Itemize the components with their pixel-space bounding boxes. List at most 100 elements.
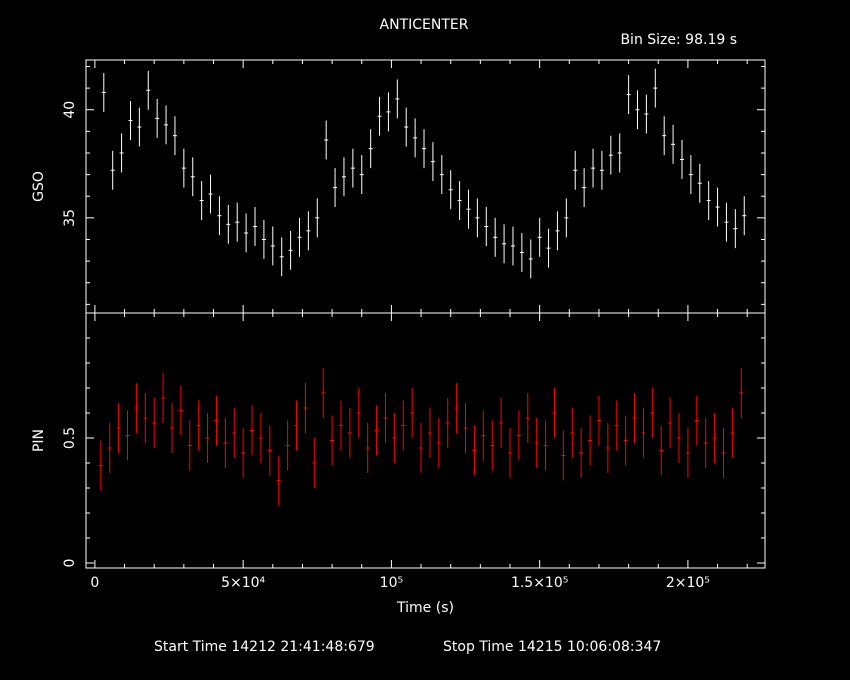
pin-data-point (276, 455, 281, 506)
gso-data-point (502, 224, 507, 264)
pin-data-point (312, 438, 317, 488)
pin-data-point (294, 400, 299, 451)
pin-data-point (641, 408, 646, 458)
pin-data-point (303, 383, 308, 433)
pin-data-point (436, 418, 441, 468)
gso-data-point (546, 228, 551, 268)
pin-data-point (694, 395, 699, 446)
pin-data-point (570, 408, 575, 458)
pin-data-point (490, 420, 495, 471)
gso-data-point (706, 181, 711, 221)
pin-data-point (161, 373, 166, 423)
gso-data-point (671, 124, 676, 164)
pin-data-point (454, 383, 459, 433)
pin-data-point (356, 388, 361, 438)
gso-ytick-label: 40 (62, 101, 78, 119)
gso-data-point (244, 213, 249, 253)
gso-data-point (457, 181, 462, 221)
pin-data-point (543, 420, 548, 471)
gso-data-point (404, 107, 409, 147)
gso-data-point (448, 170, 453, 210)
gso-data-point (324, 120, 329, 160)
pin-data-point (472, 425, 477, 476)
gso-data-point (359, 155, 364, 195)
pin-data-point (499, 398, 504, 448)
pin-data-point (588, 415, 593, 466)
pin-data-point (134, 383, 139, 433)
chart-title: ANTICENTER (380, 17, 469, 33)
gso-axes-frame (85, 59, 766, 314)
gso-data-point (110, 150, 115, 190)
gso-data-point (172, 116, 177, 156)
pin-data-point (410, 388, 415, 438)
gso-data-point (155, 98, 160, 138)
pin-ytick-label: 0.5 (62, 427, 78, 449)
gso-data-point (537, 217, 542, 257)
gso-data-point (199, 181, 204, 221)
gso-data-point (270, 226, 275, 266)
pin-data-point (330, 415, 335, 466)
gso-data-point (635, 90, 640, 130)
gso-data-point (217, 196, 222, 236)
gso-data-point (315, 198, 320, 238)
pin-data-point (739, 368, 744, 418)
gso-data-point (475, 198, 480, 238)
gso-data-point (653, 68, 658, 108)
gso-ytick-label: 35 (62, 209, 78, 227)
gso-data-point (137, 107, 142, 147)
pin-data-point (579, 428, 584, 478)
gso-data-point (493, 217, 498, 257)
pin-data-point (481, 410, 486, 461)
pin-data-point (383, 393, 388, 443)
gso-data-point (350, 148, 355, 188)
pin-data-point (508, 428, 513, 478)
x-tick-label: 5×10⁴ (221, 575, 265, 591)
pin-data-point (285, 420, 290, 471)
pin-ylabel: PIN (31, 429, 47, 452)
pin-data-point (677, 413, 682, 463)
pin-data-point (427, 408, 432, 458)
gso-data-point (617, 133, 622, 173)
pin-data-point (534, 418, 539, 468)
gso-data-point (279, 237, 284, 277)
gso-data-point (181, 148, 186, 188)
pin-data-point (258, 413, 263, 463)
gso-data-point (715, 187, 720, 227)
gso-data-point (119, 133, 124, 173)
pin-data-point (267, 425, 272, 476)
pin-data-point (125, 410, 130, 461)
pin-data-point (614, 400, 619, 451)
gso-data-point (591, 148, 596, 188)
pin-data-point (401, 400, 406, 451)
pin-data-point (561, 430, 566, 481)
gso-data-point (573, 150, 578, 190)
gso-data-point (288, 230, 293, 270)
pin-data-point (596, 395, 601, 446)
pin-data-point (107, 423, 112, 473)
pin-data-point (623, 415, 628, 466)
gso-panel: 35 40 GSO (31, 59, 766, 314)
gso-data-point (190, 157, 195, 197)
gso-data-point (297, 217, 302, 257)
x-tick-label: 0 (90, 575, 99, 591)
gso-data-point (662, 116, 667, 156)
gso-data-point (555, 211, 560, 251)
pin-data-point (668, 398, 673, 448)
pin-data-point (347, 408, 352, 458)
pin-data-point (116, 403, 121, 453)
pin-data-point (374, 405, 379, 456)
pin-data-point (392, 413, 397, 463)
pin-data-point (721, 428, 726, 478)
pin-data-point (152, 398, 157, 448)
gso-data-point (368, 129, 373, 169)
gso-data-point (439, 155, 444, 195)
gso-ylabel: GSO (31, 171, 47, 202)
gso-data-point (679, 140, 684, 179)
pin-data-point (98, 440, 103, 491)
gso-data-point (146, 70, 151, 110)
pin-data-point (605, 423, 610, 473)
pin-data-point (730, 408, 735, 458)
gso-data-point (101, 72, 106, 112)
x-tick-label: 1.5×10⁵ (511, 575, 568, 591)
gso-data-point (697, 163, 702, 203)
